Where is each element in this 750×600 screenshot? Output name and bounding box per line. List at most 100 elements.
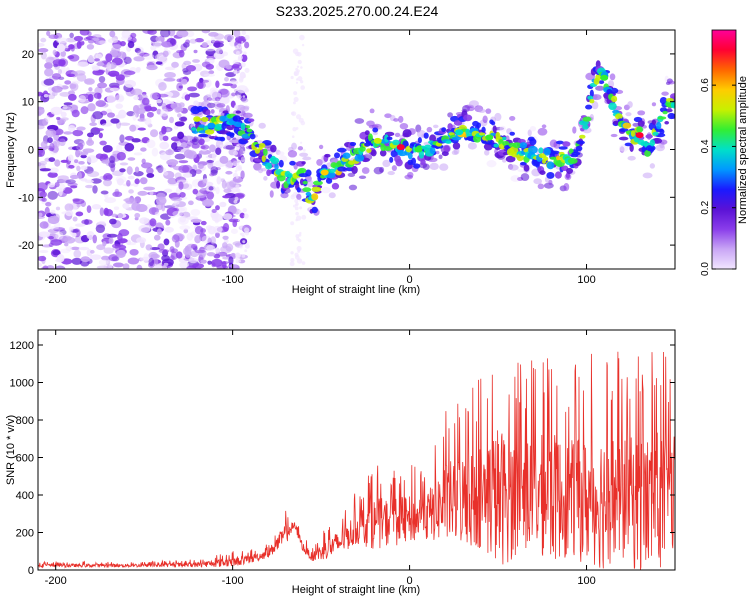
spectrogram-noise-cell (48, 34, 59, 40)
spectrogram-ridge-cell (263, 148, 268, 156)
spectrogram-noise-cell (78, 150, 83, 156)
spectrogram-ridge-cell (447, 112, 453, 118)
spectrogram-ridge-cell (289, 160, 296, 166)
spectrogram-streak-cell (242, 240, 246, 244)
spectrogram-ridge-cell (351, 165, 358, 174)
spectrogram-ridge-cell (389, 156, 394, 163)
spectrogram-ridge-cell (644, 149, 651, 157)
spectrogram-ridge-cell (494, 112, 502, 122)
spectrogram-noise-cell (87, 170, 100, 178)
spectrogram-noise-cell (149, 190, 154, 196)
spectrogram-noise-cell (225, 72, 236, 78)
spectrogram-noise-cell (42, 265, 49, 269)
spectrogram-ridge-cell (206, 102, 216, 108)
spectrogram-noise-cell (112, 191, 123, 198)
spectrogram-ridge-cell (465, 128, 470, 136)
spectrogram-noise-cell (123, 56, 132, 65)
spectrogram-ridge-cell (541, 124, 547, 129)
spectrogram-noise-cell (127, 175, 135, 180)
spectrogram-noise-cell (86, 43, 95, 50)
spectrogram-noise-cell (177, 131, 185, 140)
spectrogram-noise-cell (69, 32, 74, 39)
spectrogram-noise-cell (94, 58, 101, 62)
spectrogram-noise-cell (162, 135, 169, 142)
spectrogram-noise-cell (207, 260, 212, 265)
spectrogram-noise-cell (52, 49, 57, 56)
spectrogram-ridge-cell (219, 130, 229, 135)
spectrogram-noise-cell (68, 164, 75, 169)
spectrogram-noise-cell (219, 88, 230, 98)
spectrogram-ridge-cell (485, 108, 492, 114)
spectrogram-ridge-cell (321, 186, 331, 194)
spectrogram-noise-cell (209, 144, 216, 153)
spectrogram-noise-cell (216, 176, 222, 185)
spectrogram-noise-cell (100, 190, 109, 195)
spectrogram-noise-cell (115, 103, 124, 109)
spectrogram-noise-cell (221, 261, 227, 269)
spectrogram-noise-cell (47, 182, 56, 188)
spectrogram-noise-cell (106, 94, 116, 104)
spectrogram-noise-cell (173, 200, 180, 205)
spectrogram-ridge-cell (269, 190, 274, 198)
spectrogram-streak-cell (236, 94, 240, 98)
spectrogram-noise-cell (154, 211, 160, 216)
spectrogram-noise-cell (159, 56, 167, 62)
spectrogram-streak-cell (293, 191, 298, 197)
spectrogram-ridge-cell (270, 144, 277, 153)
spectrogram-streak-cell (242, 235, 245, 238)
spectrogram-ridge-cell (618, 136, 629, 141)
spectrogram-ridge-cell (444, 145, 450, 152)
spectrogram-streak-cell (237, 219, 240, 222)
spectrogram-noise-cell (148, 257, 155, 267)
spectrogram-noise-cell (59, 91, 71, 97)
spectrogram-streak-cell (243, 213, 249, 219)
spectrogram-noise-cell (157, 164, 164, 174)
spectrogram-noise-cell (80, 106, 89, 115)
spectrogram-noise-cell (206, 159, 215, 164)
spectrogram-noise-cell (209, 173, 215, 177)
spectrogram-x-ticks: -200 -100 0 100 (45, 30, 596, 286)
spectrogram-streak-cell (239, 34, 242, 37)
spectrogram-noise-cell (215, 232, 220, 238)
spectrogram-ridge-cell (484, 149, 490, 156)
spectrogram-noise-cell (95, 153, 104, 160)
spectrogram-noise-cell (90, 249, 95, 254)
spectrogram-streak-cell (238, 209, 242, 214)
spectrogram-noise-cell (105, 257, 111, 266)
spectrogram-noise-cell (40, 51, 47, 60)
spectrogram-peak-cell (635, 132, 644, 139)
spectrogram-ridge-cell (439, 163, 449, 171)
spectrogram-noise-cell (222, 83, 233, 87)
spectrogram-noise-cell (77, 143, 84, 151)
spectrogram-noise-cell (86, 231, 95, 240)
spectrogram-noise-cell (190, 218, 202, 223)
spectrogram-noise-cell (166, 159, 179, 166)
spectrogram-noise-cell (116, 178, 124, 186)
spectrogram-streak-cell (244, 249, 248, 253)
spectrogram-noise-cell (64, 242, 69, 247)
spectrogram-noise-cell (73, 249, 82, 259)
spectrogram-noise-cell (125, 200, 138, 205)
spectrogram-ridge-cell (391, 165, 397, 171)
spectrogram-noise-cell (63, 102, 73, 106)
spectrogram-noise-cell (126, 166, 133, 175)
spectrogram-streak-cell (290, 221, 295, 226)
spectrogram-noise-cell (60, 159, 69, 163)
spectrogram-ridge-cell (576, 140, 585, 145)
spectrogram-noise-cell (56, 83, 63, 90)
spectrogram-noise-cell (158, 82, 167, 91)
spectrogram-ridge-cell (240, 156, 246, 163)
spectrogram-noise-cell (143, 186, 156, 191)
spectrogram-ridge-cell (231, 92, 236, 97)
spectrogram-ridge-cell (554, 171, 562, 179)
spectrogram-ridge-cell (399, 122, 409, 130)
spectrogram-noise-cell (136, 107, 146, 115)
spectrogram-noise-cell (146, 111, 154, 118)
colorbar-ticks: 0.0 0.2 0.4 0.6 (700, 78, 736, 276)
spectrogram-streak-cell (294, 255, 300, 260)
spectrogram-ridge-cell (393, 118, 399, 122)
spectrogram-noise-cell (72, 129, 84, 137)
spectrogram-ridge-cell (608, 102, 617, 111)
spectrogram-ridge-cell (591, 94, 602, 101)
